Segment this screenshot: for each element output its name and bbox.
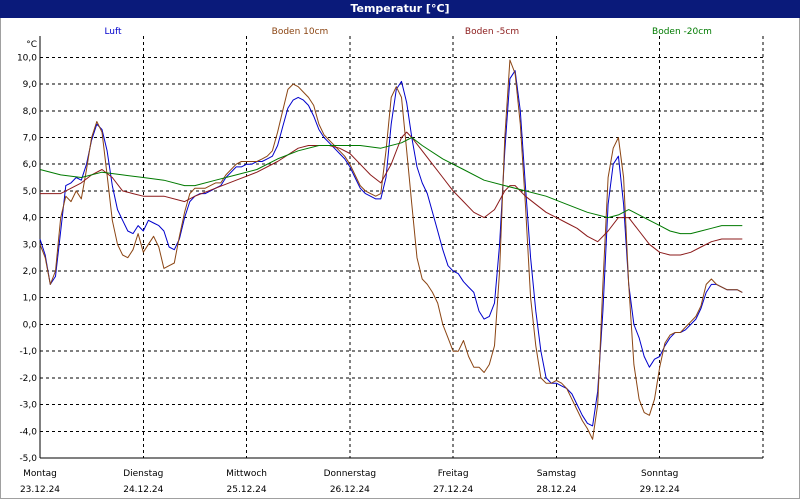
y-tick-label: 8,0 <box>23 107 38 117</box>
y-tick-label: 3,0 <box>23 240 38 250</box>
x-day-label: Dienstag <box>123 469 163 479</box>
window-title: Temperatur [°C] <box>0 0 800 18</box>
tick-labels: 10,0 9,0 8,0 7,0 6,0 5,0 4,0 3,0 2,0 1,0 0,0 -1,0 -2… <box>17 40 680 495</box>
y-tick-label: 6,0 <box>23 160 38 170</box>
y-tick-label: 2,0 <box>23 267 38 277</box>
x-day-label: Donnerstag <box>324 469 377 479</box>
x-day-label: Mittwoch <box>226 469 267 479</box>
grid <box>40 36 764 459</box>
series-lines <box>39 59 743 440</box>
axes <box>39 36 763 459</box>
y-tick-label: 1,0 <box>23 294 38 304</box>
x-date-label: 26.12.24 <box>330 485 370 495</box>
x-day-label: Montag <box>23 469 57 479</box>
y-tick-label: 10,0 <box>17 53 37 63</box>
y-tick-label: -5,0 <box>19 454 37 464</box>
y-tick-label: -1,0 <box>19 347 37 357</box>
legend-entry: Boden -5cm <box>465 27 519 37</box>
series-line-luft <box>39 70 743 427</box>
legend-entry: Luft <box>104 27 122 37</box>
x-day-label: Samstag <box>537 469 576 479</box>
y-tick-label: 7,0 <box>23 133 38 143</box>
y-axis-unit: °C <box>26 40 37 50</box>
y-tick-label: -4,0 <box>19 427 37 437</box>
series-line-boden-5cm <box>40 131 743 256</box>
y-tick-label: 4,0 <box>23 214 38 224</box>
y-tick-label: -2,0 <box>19 374 37 384</box>
x-day-label: Sonntag <box>641 469 678 479</box>
x-date-label: 24.12.24 <box>123 485 163 495</box>
y-tick-label: 0,0 <box>23 320 38 330</box>
x-date-label: 29.12.24 <box>640 485 680 495</box>
x-date-label: 28.12.24 <box>536 485 576 495</box>
x-date-label: 23.12.24 <box>20 485 60 495</box>
x-date-label: 27.12.24 <box>433 485 473 495</box>
series-line-boden-10cm <box>39 59 743 440</box>
y-tick-label: 5,0 <box>23 187 38 197</box>
y-tick-label: -3,0 <box>19 401 37 411</box>
y-tick-label: 9,0 <box>23 80 38 90</box>
x-date-label: 25.12.24 <box>227 485 267 495</box>
legend: Luft Boden 10cm Boden -5cm Boden -20cm <box>104 27 712 37</box>
series-line-boden-20cm <box>39 137 743 235</box>
legend-entry: Boden 10cm <box>272 27 329 37</box>
legend-entry: Boden -20cm <box>652 27 712 37</box>
x-day-label: Freitag <box>438 469 469 479</box>
